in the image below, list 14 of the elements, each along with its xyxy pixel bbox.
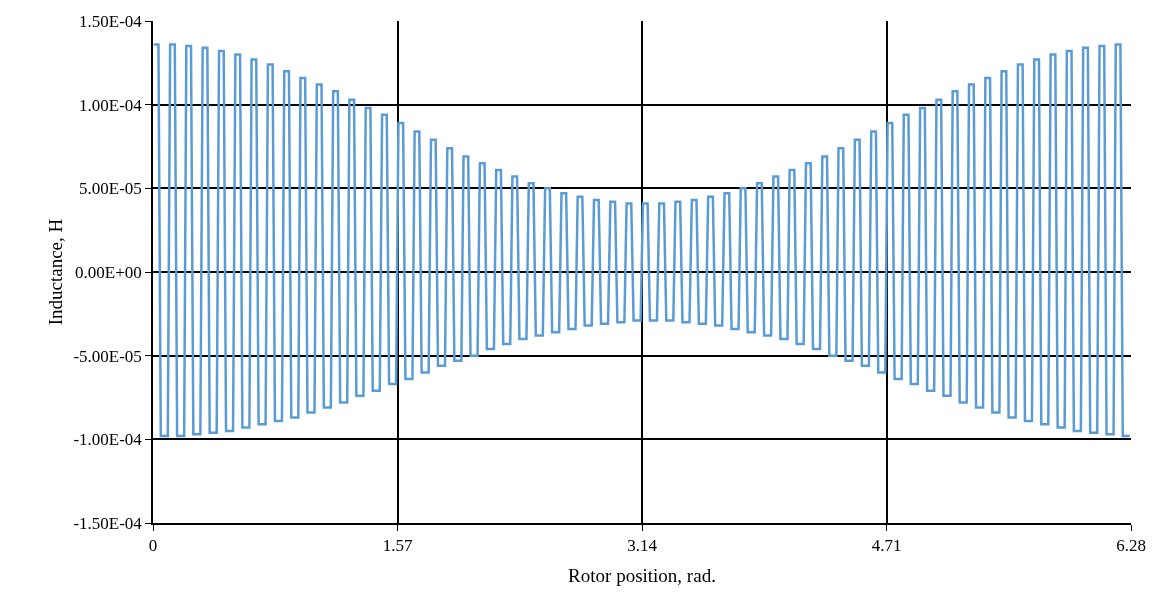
- x-tick-label: 0: [148, 536, 158, 556]
- y-axis-title: Inductance, H: [44, 218, 66, 326]
- y-tick-label: -1.00E-04: [73, 430, 143, 450]
- y-tick-label: -1.50E-04: [73, 513, 143, 533]
- x-tick-label: 3.14: [627, 536, 658, 556]
- y-tick-label: -5.00E-05: [73, 346, 142, 366]
- x-tick-label: 6.28: [1116, 536, 1146, 556]
- x-axis-title: Rotor position, rad.: [568, 565, 716, 587]
- y-tick-label: 1.00E-04: [79, 95, 143, 115]
- y-tick-label: 5.00E-05: [79, 179, 142, 199]
- y-tick-label: 0.00E+00: [75, 262, 142, 282]
- x-tick-label: 1.57: [382, 536, 413, 556]
- x-tick-label: 4.71: [871, 536, 902, 556]
- y-tick-label: 1.50E-04: [79, 11, 143, 31]
